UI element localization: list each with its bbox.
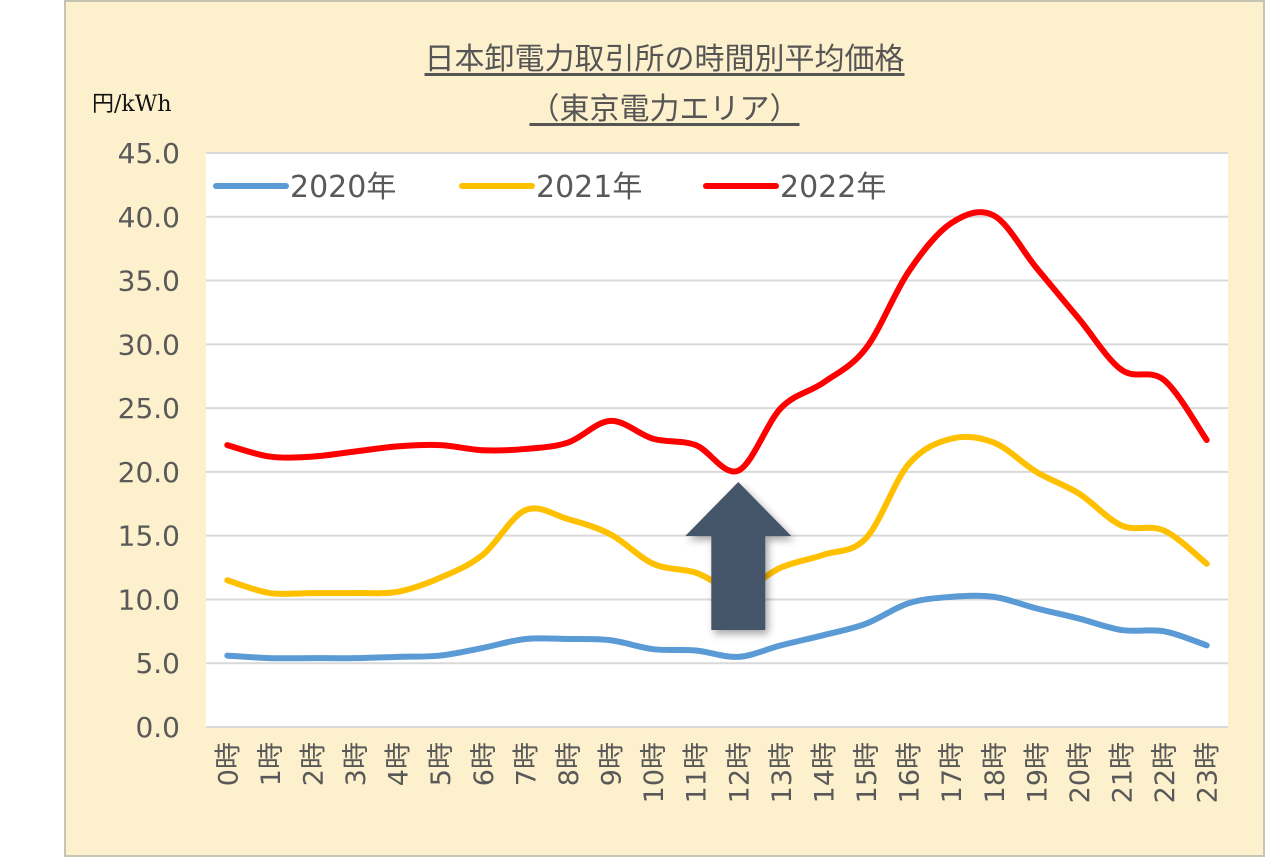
- x-tick-label: 4時: [384, 742, 415, 786]
- x-tick-label: 11時: [682, 742, 713, 803]
- plot-area: [206, 153, 1228, 727]
- legend-label: 2022年: [780, 170, 886, 205]
- x-tick-label: 7時: [511, 742, 542, 786]
- x-tick-label: 9時: [597, 742, 628, 786]
- y-tick-label: 25.0: [118, 392, 180, 425]
- x-tick-label: 14時: [809, 742, 840, 803]
- x-tick-label: 20時: [1065, 742, 1096, 803]
- up-arrow-icon: [685, 482, 792, 630]
- y-tick-label: 0.0: [135, 711, 180, 744]
- x-tick-label: 19時: [1022, 742, 1053, 803]
- x-tick-label: 22時: [1150, 742, 1181, 803]
- x-tick-label: 15時: [852, 742, 883, 803]
- y-tick-label: 45.0: [118, 137, 180, 170]
- y-tick-label: 15.0: [118, 520, 180, 553]
- x-tick-label: 10時: [639, 742, 670, 803]
- x-tick-label: 13時: [767, 742, 798, 803]
- x-tick-label: 6時: [469, 742, 500, 786]
- x-tick-label: 16時: [895, 742, 926, 803]
- y-tick-label: 5.0: [135, 647, 180, 680]
- y-tick-label: 10.0: [118, 583, 180, 616]
- legend-label: 2021年: [536, 170, 642, 205]
- x-tick-label: 3時: [341, 742, 372, 786]
- y-tick-label: 35.0: [118, 265, 180, 298]
- x-tick-label: 5時: [426, 742, 457, 786]
- x-tick-label: 23時: [1193, 742, 1224, 803]
- x-tick-label: 1時: [256, 742, 287, 786]
- y-tick-label: 30.0: [118, 328, 180, 361]
- legend-label: 2020年: [290, 170, 396, 205]
- x-tick-label: 12時: [724, 742, 755, 803]
- x-tick-label: 18時: [980, 742, 1011, 803]
- x-tick-label: 0時: [213, 742, 244, 786]
- x-tick-label: 21時: [1108, 742, 1139, 803]
- y-axis-unit-label: 円/kWh: [92, 92, 172, 117]
- series-line-2022年: [224, 209, 1210, 475]
- x-tick-label: 17時: [937, 742, 968, 803]
- chart-title-line1: 日本卸電力取引所の時間別平均価格: [424, 42, 905, 77]
- x-tick-label: 2時: [298, 742, 329, 786]
- y-tick-label: 40.0: [118, 201, 180, 234]
- x-tick-label: 8時: [554, 742, 585, 786]
- chart-title-line2: （東京電力エリア）: [529, 92, 800, 127]
- series-line-2020年: [224, 592, 1210, 662]
- y-tick-label: 20.0: [118, 456, 180, 489]
